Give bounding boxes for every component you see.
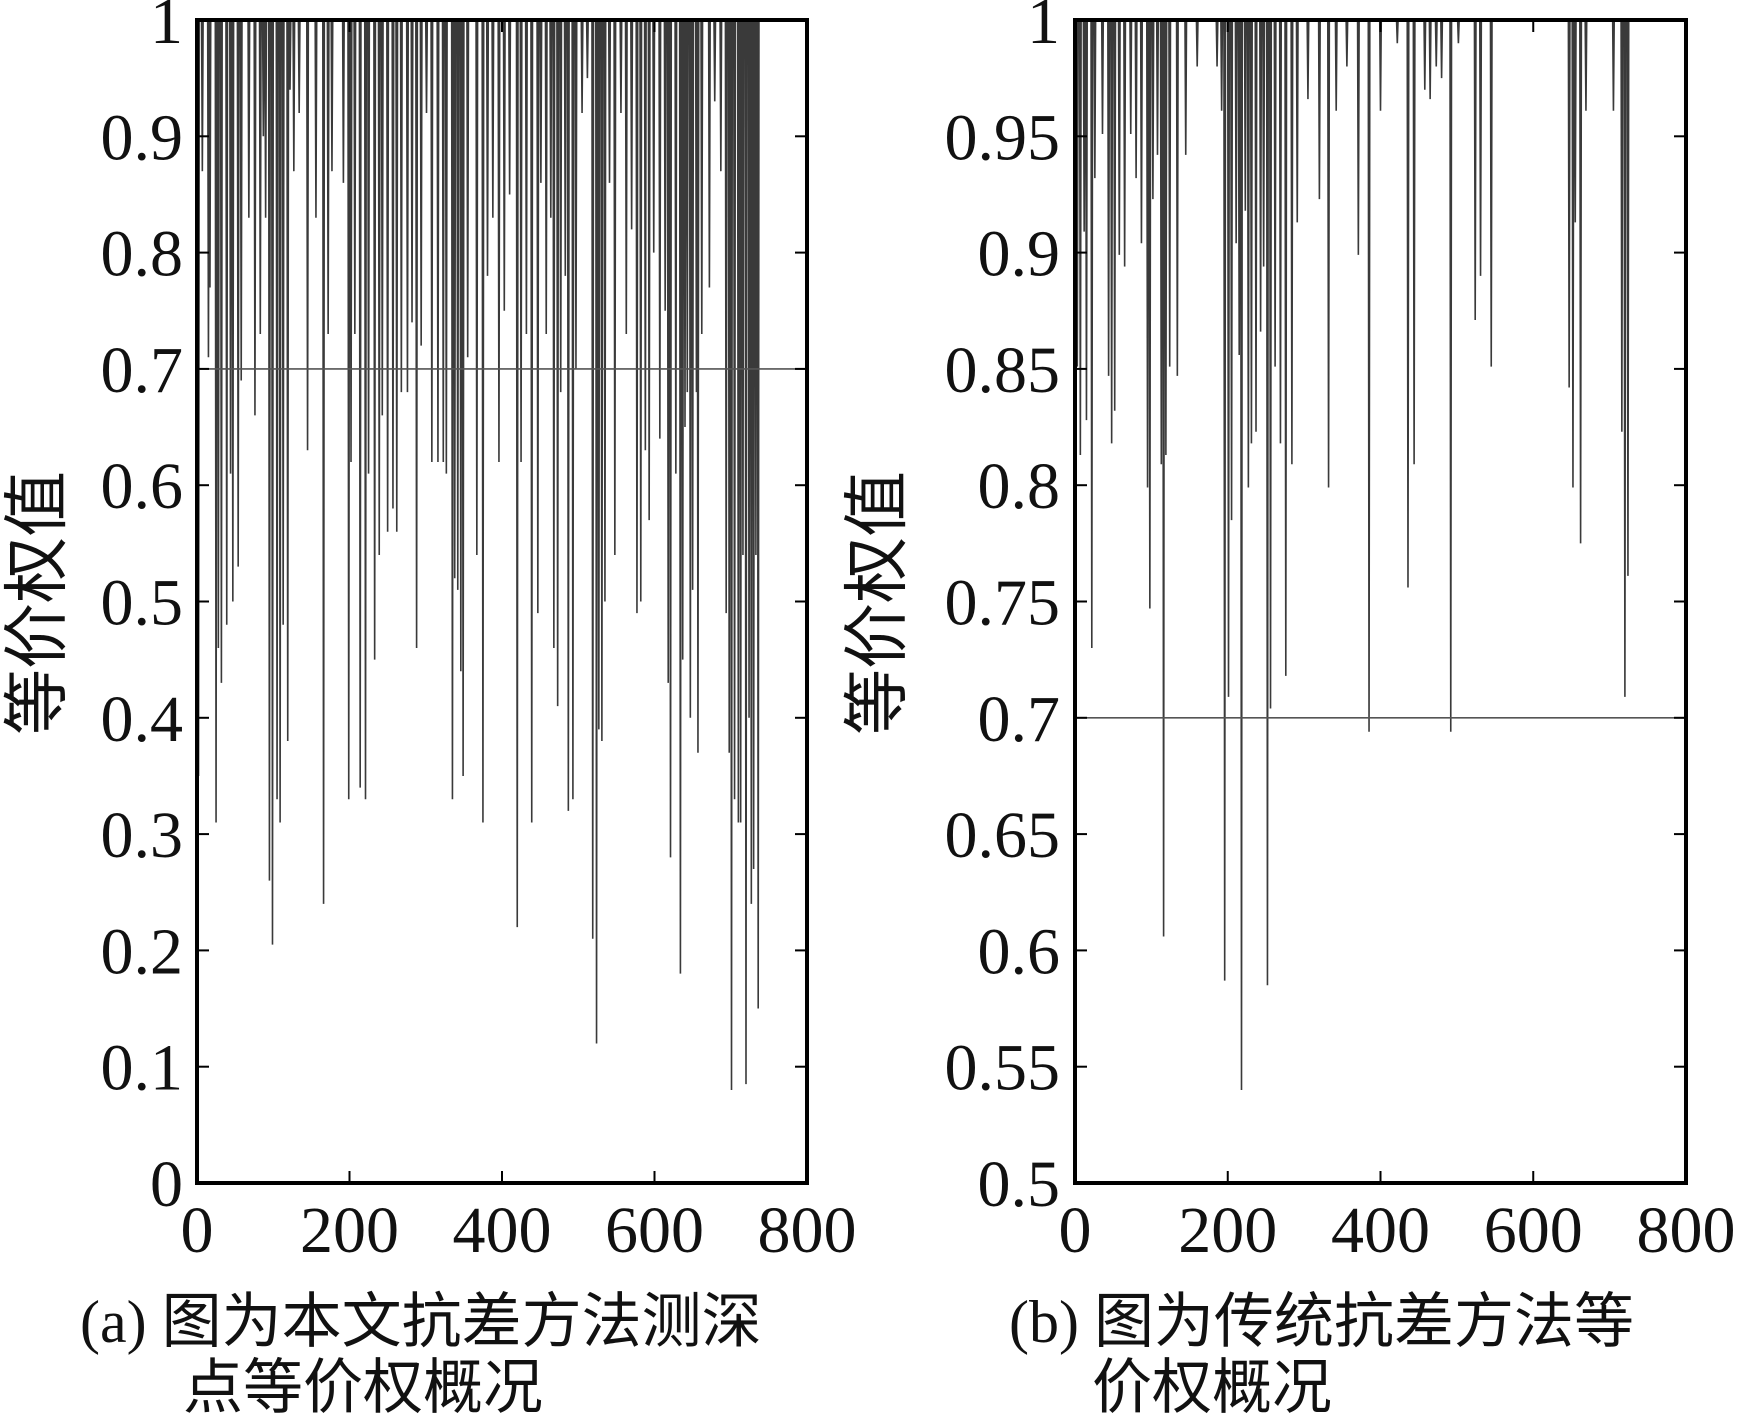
y-tick-label: 0.4: [101, 683, 184, 756]
y-tick-label: 0.75: [945, 567, 1061, 640]
x-tick-label: 200: [1178, 1194, 1277, 1267]
y-tick-label: 0.5: [101, 567, 184, 640]
y-tick-label: 1: [150, 0, 183, 58]
x-tick-label: 400: [453, 1194, 552, 1267]
y-tick-label: 0.9: [101, 101, 184, 174]
y-tick-label: 0.5: [978, 1148, 1061, 1221]
caption-a-line-2: 点等价权概况: [183, 1355, 543, 1421]
y-tick-label: 0.6: [978, 915, 1061, 988]
y-axis-label: 等价权值: [842, 471, 915, 735]
y-tick-label: 0.7: [978, 683, 1061, 756]
x-tick-label: 800: [758, 1194, 857, 1267]
y-tick-label: 0.8: [978, 450, 1061, 523]
x-tick-label: 0: [1059, 1194, 1092, 1267]
series-line: [197, 20, 760, 1090]
y-tick-label: 0.9: [978, 218, 1061, 291]
y-tick-label: 0.95: [945, 101, 1061, 174]
chart-panel-b: 0.5 0.55 0.6 0.65 0.7 0.75 0.8 0.85 0.9 0.95 1 0 200…: [842, 0, 1736, 1267]
caption-a-line-1: (a) 图为本文抗差方法测深: [80, 1289, 762, 1355]
chart-panel-a: 0 0.1 0.2 0.3 0.4 0.5 0.6 0.7 0.8 0.9 1 0 200 400 600 8…: [2, 0, 857, 1267]
x-tick-label: 200: [300, 1194, 399, 1267]
y-tick-label: 0.6: [101, 450, 184, 523]
y-tick-label: 0.7: [101, 334, 184, 407]
x-tick-label: 400: [1331, 1194, 1430, 1267]
x-tick-label: 600: [605, 1194, 704, 1267]
y-tick-label: 0.85: [945, 334, 1061, 407]
y-axis-label: 等价权值: [2, 471, 75, 735]
y-tick-label: 0.55: [945, 1032, 1061, 1105]
x-tick-label: 0: [181, 1194, 214, 1267]
y-tick-label: 0.1: [101, 1032, 184, 1105]
y-tick-label: 1: [1027, 0, 1060, 58]
series-line: [1075, 20, 1630, 1090]
plot-area: [1075, 20, 1686, 1090]
y-tick-label: 0.65: [945, 799, 1061, 872]
x-tick-label: 800: [1637, 1194, 1736, 1267]
plot-area: [197, 20, 807, 1090]
plot-frame: [1073, 18, 1688, 1185]
plot-frame: [195, 18, 809, 1185]
x-tick-label: 600: [1484, 1194, 1583, 1267]
y-tick-label: 0.8: [101, 218, 184, 291]
caption-b-line-2: 价权概况: [1092, 1355, 1332, 1421]
caption-b-line-1: (b) 图为传统抗差方法等: [1009, 1289, 1634, 1355]
y-tick-label: 0.3: [101, 799, 184, 872]
y-tick-label: 0: [150, 1148, 183, 1221]
y-tick-label: 0.2: [101, 915, 184, 988]
